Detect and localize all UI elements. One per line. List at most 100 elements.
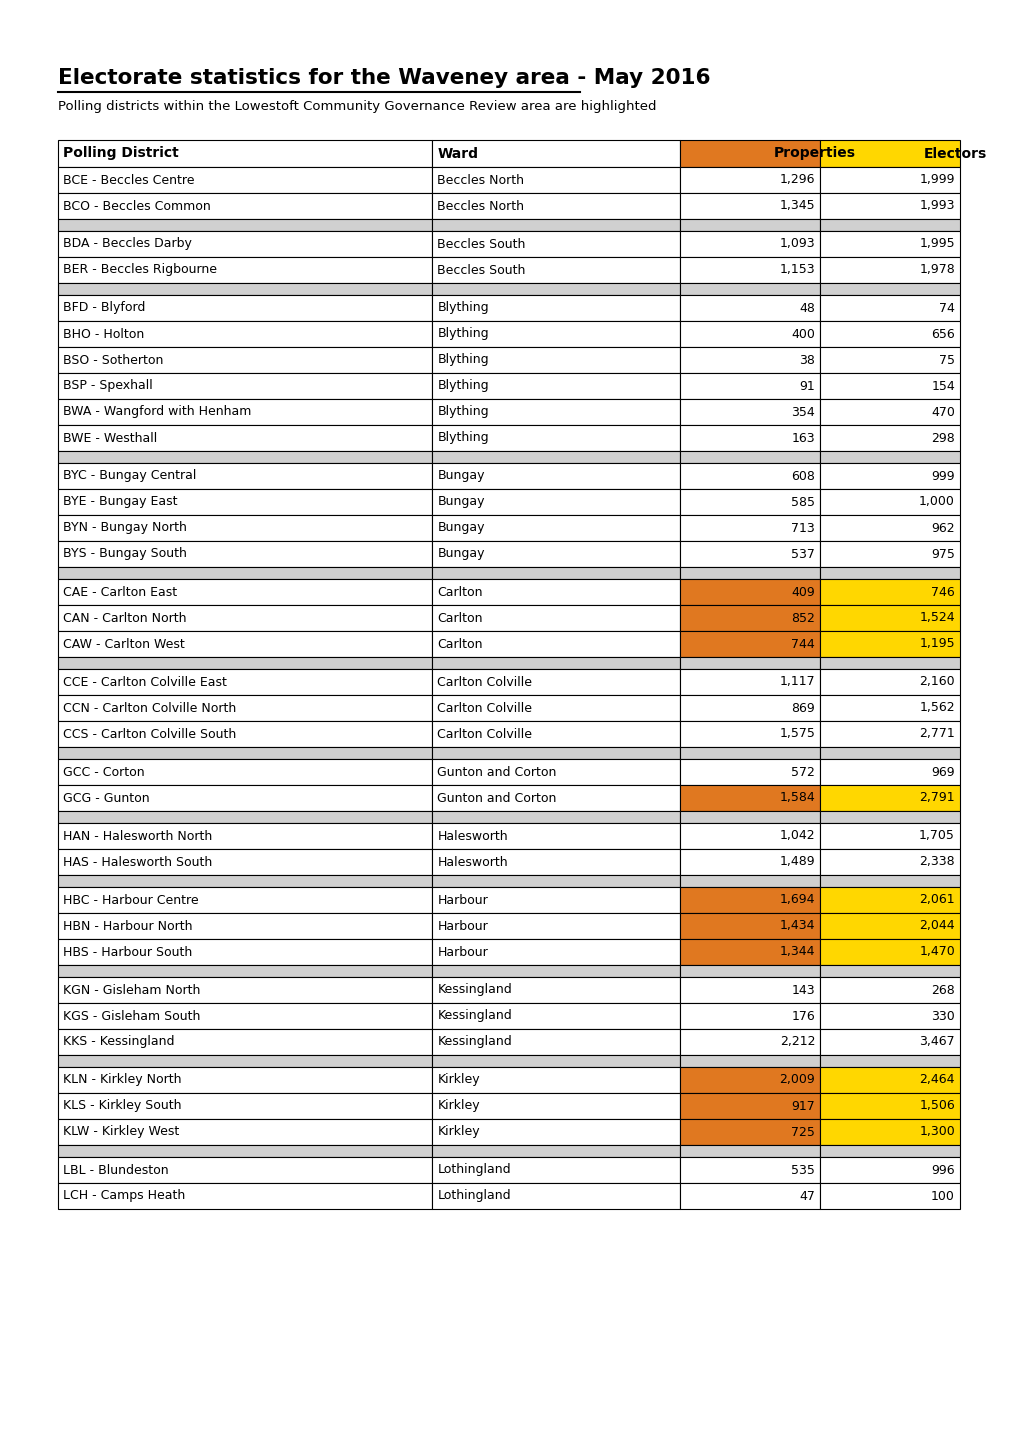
Text: 1,093: 1,093 bbox=[779, 238, 814, 251]
Bar bbox=[680, 1030, 819, 1056]
Text: CCS - Carlton Colville South: CCS - Carlton Colville South bbox=[63, 728, 236, 741]
Text: 975: 975 bbox=[930, 548, 954, 561]
Bar bbox=[819, 1004, 959, 1030]
Text: Bungay: Bungay bbox=[437, 522, 484, 535]
Text: Kessingland: Kessingland bbox=[437, 983, 512, 996]
Text: KGS - Gisleham South: KGS - Gisleham South bbox=[63, 1009, 200, 1022]
Text: Halesworth: Halesworth bbox=[437, 829, 507, 842]
Text: 91: 91 bbox=[799, 379, 814, 392]
Text: 3,467: 3,467 bbox=[918, 1035, 954, 1048]
Bar bbox=[58, 399, 432, 425]
Bar bbox=[58, 219, 432, 231]
Bar bbox=[58, 669, 432, 695]
Text: Gunton and Corton: Gunton and Corton bbox=[437, 792, 556, 805]
Text: 100: 100 bbox=[930, 1190, 954, 1203]
Text: BER - Beccles Rigbourne: BER - Beccles Rigbourne bbox=[63, 264, 217, 277]
Bar bbox=[432, 193, 680, 219]
Text: 1,999: 1,999 bbox=[918, 173, 954, 186]
Bar bbox=[819, 849, 959, 875]
Text: 1,434: 1,434 bbox=[779, 920, 814, 933]
Bar bbox=[432, 322, 680, 348]
Bar bbox=[432, 978, 680, 1004]
Text: Bungay: Bungay bbox=[437, 496, 484, 509]
Text: 2,771: 2,771 bbox=[918, 728, 954, 741]
Bar bbox=[58, 580, 432, 606]
Text: 470: 470 bbox=[930, 405, 954, 418]
Text: Kirkley: Kirkley bbox=[437, 1099, 480, 1112]
Text: BYE - Bungay East: BYE - Bungay East bbox=[63, 496, 177, 509]
Text: 1,296: 1,296 bbox=[779, 173, 814, 186]
Bar bbox=[819, 669, 959, 695]
Bar bbox=[680, 193, 819, 219]
Text: Beccles North: Beccles North bbox=[437, 199, 524, 212]
Bar bbox=[432, 810, 680, 823]
Bar bbox=[432, 567, 680, 580]
Bar bbox=[432, 580, 680, 606]
Bar bbox=[680, 887, 819, 913]
Bar bbox=[58, 1093, 432, 1119]
Text: HBS - Harbour South: HBS - Harbour South bbox=[63, 946, 192, 959]
Text: 996: 996 bbox=[930, 1164, 954, 1177]
Bar bbox=[819, 231, 959, 257]
Text: 298: 298 bbox=[930, 431, 954, 444]
Bar bbox=[819, 1093, 959, 1119]
Bar bbox=[432, 399, 680, 425]
Bar bbox=[819, 348, 959, 373]
Bar bbox=[58, 1056, 432, 1067]
Bar bbox=[680, 1182, 819, 1208]
Bar bbox=[58, 1145, 432, 1156]
Text: HBC - Harbour Centre: HBC - Harbour Centre bbox=[63, 894, 199, 907]
Bar bbox=[58, 348, 432, 373]
Text: Carlton: Carlton bbox=[437, 611, 482, 624]
Text: Harbour: Harbour bbox=[437, 946, 488, 959]
Bar bbox=[432, 784, 680, 810]
Bar bbox=[819, 515, 959, 541]
Bar bbox=[58, 140, 432, 167]
Text: Carlton: Carlton bbox=[437, 637, 482, 650]
Bar bbox=[680, 1119, 819, 1145]
Text: Properties: Properties bbox=[773, 147, 855, 160]
Text: 2,338: 2,338 bbox=[918, 855, 954, 868]
Text: 1,195: 1,195 bbox=[918, 637, 954, 650]
Bar bbox=[819, 451, 959, 463]
Bar bbox=[432, 1056, 680, 1067]
Bar bbox=[819, 567, 959, 580]
Bar bbox=[819, 606, 959, 632]
Text: 2,044: 2,044 bbox=[918, 920, 954, 933]
Bar bbox=[58, 1004, 432, 1030]
Text: BFD - Blyford: BFD - Blyford bbox=[63, 301, 146, 314]
Bar bbox=[819, 489, 959, 515]
Bar bbox=[58, 451, 432, 463]
Bar bbox=[680, 939, 819, 965]
Text: KKS - Kessingland: KKS - Kessingland bbox=[63, 1035, 174, 1048]
Text: Blything: Blything bbox=[437, 431, 488, 444]
Bar bbox=[819, 373, 959, 399]
Bar bbox=[432, 965, 680, 978]
Bar bbox=[819, 193, 959, 219]
Bar bbox=[58, 784, 432, 810]
Text: 176: 176 bbox=[791, 1009, 814, 1022]
Bar bbox=[680, 913, 819, 939]
Text: BYN - Bungay North: BYN - Bungay North bbox=[63, 522, 186, 535]
Bar bbox=[680, 373, 819, 399]
Text: 746: 746 bbox=[930, 585, 954, 598]
Text: 163: 163 bbox=[791, 431, 814, 444]
Text: Electors: Electors bbox=[922, 147, 985, 160]
Text: HAS - Halesworth South: HAS - Halesworth South bbox=[63, 855, 212, 868]
Bar bbox=[432, 747, 680, 758]
Text: 1,694: 1,694 bbox=[779, 894, 814, 907]
Bar bbox=[680, 451, 819, 463]
Bar bbox=[432, 219, 680, 231]
Bar bbox=[432, 489, 680, 515]
Bar bbox=[432, 1119, 680, 1145]
Bar bbox=[819, 658, 959, 669]
Text: Carlton Colville: Carlton Colville bbox=[437, 675, 532, 688]
Bar bbox=[58, 322, 432, 348]
Bar bbox=[680, 463, 819, 489]
Text: 400: 400 bbox=[791, 327, 814, 340]
Text: 1,489: 1,489 bbox=[779, 855, 814, 868]
Bar bbox=[819, 1182, 959, 1208]
Bar bbox=[432, 348, 680, 373]
Bar bbox=[680, 283, 819, 296]
Bar bbox=[432, 875, 680, 887]
